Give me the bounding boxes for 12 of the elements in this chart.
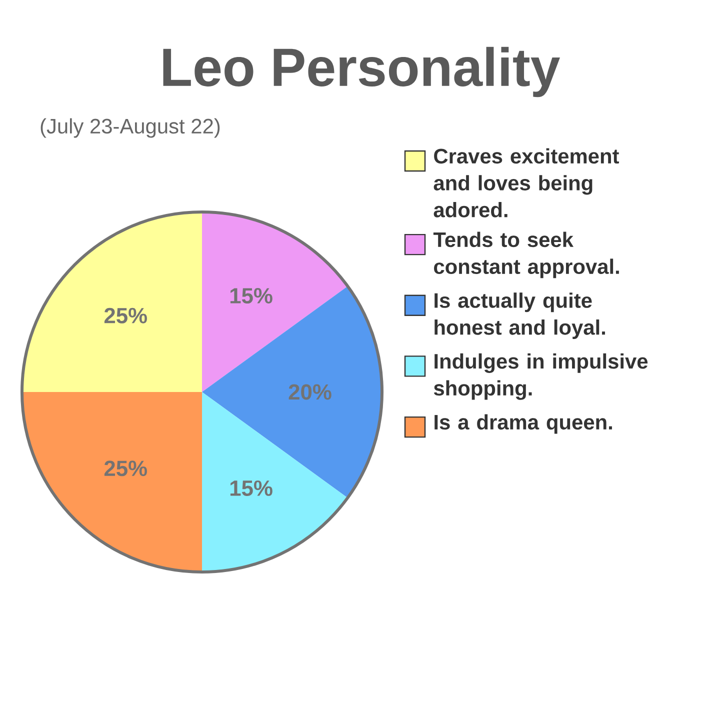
legend-label: Tends to seek constant approval. [433, 232, 619, 278]
data-label: 15% [230, 288, 272, 304]
legend-label: Is a drama queen. [434, 414, 612, 434]
data-label: 15% [230, 480, 272, 496]
data-label: 25% [104, 460, 147, 476]
data-label: 20% [288, 384, 332, 400]
data-label: 25% [104, 308, 147, 324]
legend-label: Indulges in impulsive shopping. [434, 353, 648, 400]
legend-label: Craves excitement and loves being adored. [434, 148, 619, 218]
legend-label: Is actually quite honest and loyal. [434, 292, 605, 339]
chart-subtitle: (July 23-August 22) [40, 118, 220, 138]
chart-title: Leo Personality [163, 46, 560, 98]
